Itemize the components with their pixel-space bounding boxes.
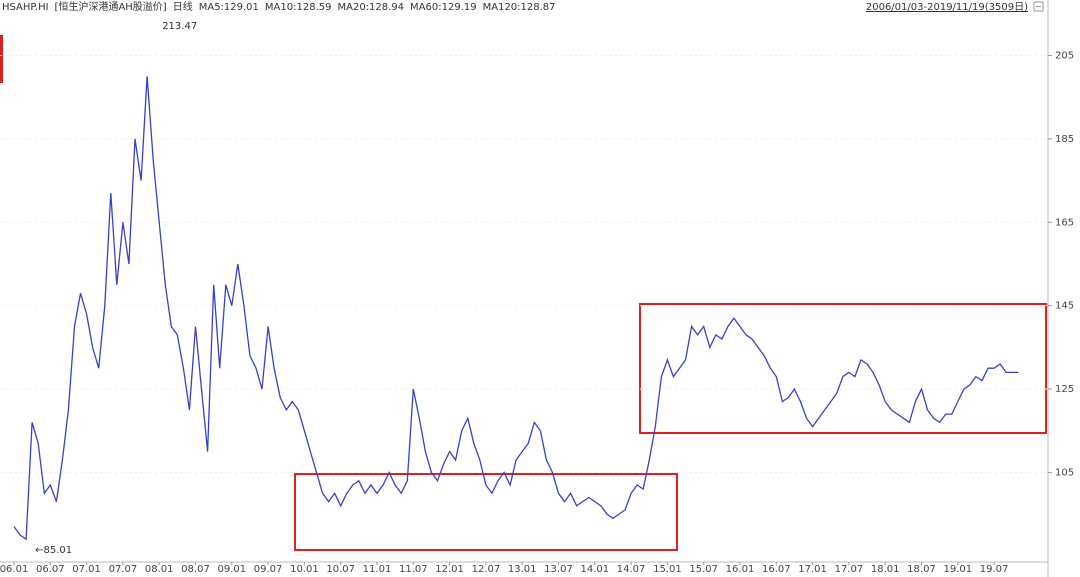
x-tick-label: 14.07 bbox=[617, 564, 646, 575]
minimize-button[interactable] bbox=[1033, 1, 1044, 12]
x-tick-label: 06.07 bbox=[36, 564, 65, 575]
header-item: 日线 bbox=[173, 0, 193, 13]
x-tick-label: 15.01 bbox=[653, 564, 682, 575]
header-item: MA120:128.87 bbox=[483, 2, 556, 13]
x-tick-label: 16.07 bbox=[762, 564, 791, 575]
x-tick-label: 16.01 bbox=[726, 564, 755, 575]
header-item: HSAHP.HI bbox=[2, 2, 49, 13]
header-item: MA10:128.59 bbox=[265, 2, 332, 13]
y-tick-label: 105 bbox=[1055, 467, 1074, 478]
x-tick-label: 10.01 bbox=[290, 564, 319, 575]
x-tick-label: 11.01 bbox=[363, 564, 392, 575]
x-tick-label: 19.07 bbox=[980, 564, 1009, 575]
x-tick-label: 09.07 bbox=[254, 564, 283, 575]
x-tick-label: 07.07 bbox=[109, 564, 138, 575]
x-tick-label: 13.07 bbox=[544, 564, 573, 575]
highlight-box bbox=[294, 473, 678, 551]
annotation: ←85.01 bbox=[35, 545, 72, 556]
price-line bbox=[13, 76, 1019, 541]
y-tick-label: 145 bbox=[1055, 301, 1074, 312]
side-marker bbox=[0, 35, 3, 83]
header-item: MA60:129.19 bbox=[410, 2, 477, 13]
x-tick-label: 18.07 bbox=[907, 564, 936, 575]
y-tick-label: 205 bbox=[1055, 51, 1074, 62]
x-tick-label: 06.01 bbox=[0, 564, 28, 575]
x-tick-label: 10.07 bbox=[326, 564, 355, 575]
x-tick-label: 12.01 bbox=[435, 564, 464, 575]
x-tick-label: 19.01 bbox=[943, 564, 972, 575]
x-tick-label: 12.07 bbox=[472, 564, 501, 575]
x-tick-label: 09.01 bbox=[217, 564, 246, 575]
y-tick-label: 185 bbox=[1055, 134, 1074, 145]
header-item: MA20:128.94 bbox=[337, 2, 404, 13]
x-tick-label: 08.07 bbox=[181, 564, 210, 575]
y-tick-label: 165 bbox=[1055, 217, 1074, 228]
x-tick-label: 13.01 bbox=[508, 564, 537, 575]
x-tick-label: 17.07 bbox=[835, 564, 864, 575]
x-tick-label: 14.01 bbox=[580, 564, 609, 575]
annotation: 213.47 bbox=[162, 21, 197, 32]
x-tick-label: 07.01 bbox=[72, 564, 101, 575]
date-range: 2006/01/03-2019/11/19(3509日) bbox=[866, 2, 1028, 13]
highlight-box bbox=[639, 303, 1047, 434]
x-tick-label: 08.01 bbox=[145, 564, 174, 575]
header-item: [恒生沪深港通AH股溢价] bbox=[55, 0, 167, 13]
x-tick-label: 17.01 bbox=[798, 564, 827, 575]
header-item: MA5:129.01 bbox=[199, 2, 259, 13]
x-tick-label: 15.07 bbox=[689, 564, 718, 575]
x-tick-label: 11.07 bbox=[399, 564, 428, 575]
x-tick-label: 18.01 bbox=[871, 564, 900, 575]
y-tick-label: 125 bbox=[1055, 384, 1074, 395]
